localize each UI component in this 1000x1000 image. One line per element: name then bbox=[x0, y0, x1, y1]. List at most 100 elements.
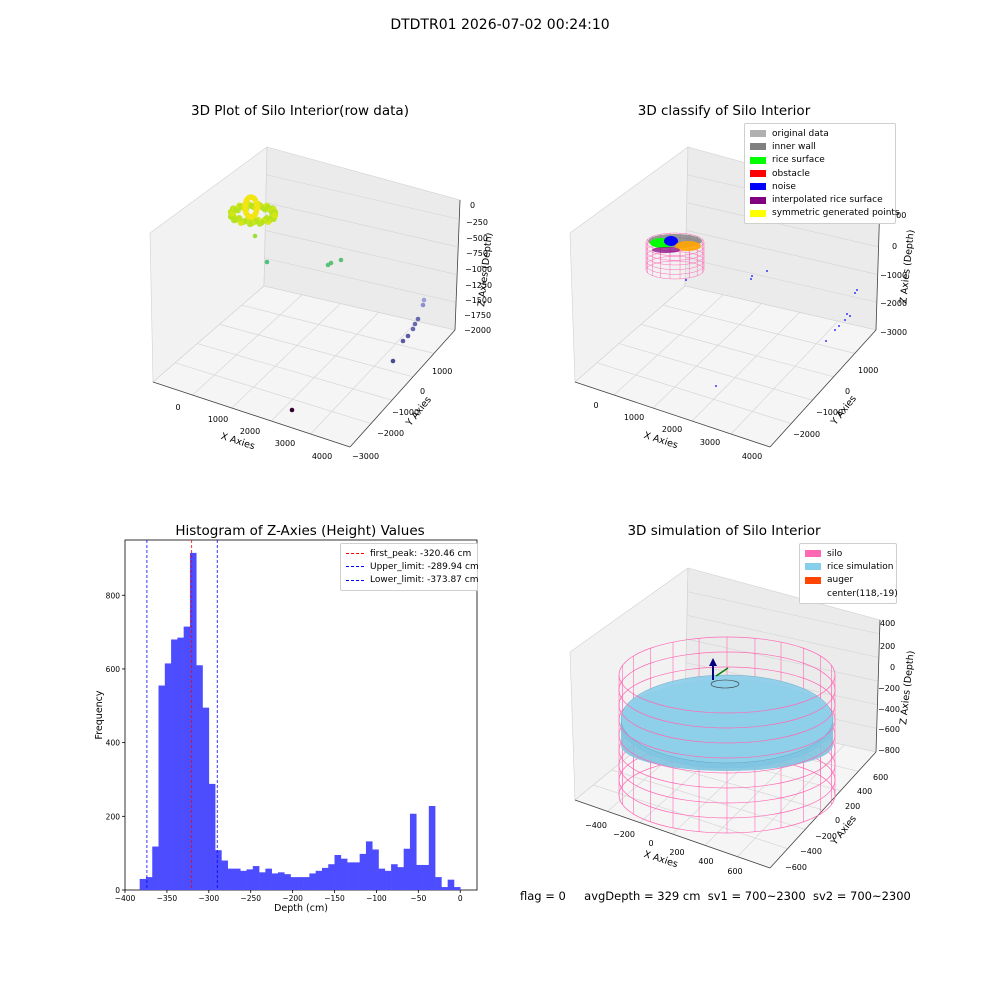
data-point bbox=[400, 338, 406, 344]
silo-wireframe-ring bbox=[618, 764, 836, 804]
data-point bbox=[412, 321, 418, 327]
raw-ytick: 1000 bbox=[432, 367, 452, 376]
histogram-bar bbox=[152, 846, 159, 890]
legend-item: noise bbox=[750, 180, 890, 193]
histogram-bar bbox=[428, 806, 436, 890]
simulation-ytick: 0 bbox=[835, 816, 840, 825]
raw-xtick: 1000 bbox=[208, 415, 228, 424]
classify-xtick: 4000 bbox=[742, 452, 762, 461]
gridline bbox=[197, 343, 393, 401]
legend-item: Upper_limit: -289.94 cm bbox=[346, 560, 479, 573]
histogram-bar bbox=[453, 887, 461, 890]
histogram-title: Histogram of Z-Axies (Height) Values bbox=[175, 523, 425, 539]
gridline bbox=[686, 202, 878, 247]
gridline bbox=[265, 230, 457, 275]
legend-swatch bbox=[805, 550, 821, 558]
legend-label: interpolated rice surface bbox=[772, 195, 883, 206]
raw-xtick: 4000 bbox=[312, 452, 332, 461]
y-tick-label: 400 bbox=[106, 739, 121, 748]
legend-label: silo bbox=[827, 548, 843, 559]
silo-wireframe-ring bbox=[618, 674, 836, 714]
data-point bbox=[421, 297, 427, 303]
histogram-bar bbox=[290, 877, 298, 890]
simulation-z-ticks: 400 200 0 −200 −400 −600 −800 bbox=[878, 619, 900, 755]
histogram-bar bbox=[164, 663, 172, 890]
gridline bbox=[686, 614, 879, 658]
raw-ztick: −2000 bbox=[464, 326, 491, 335]
histogram-bar bbox=[309, 873, 316, 890]
silo-wireframe-ring bbox=[618, 794, 836, 834]
histogram-y-ticks: 0 200 400 600 800 bbox=[106, 591, 125, 895]
classify-z-ticks: 1000 0 −1000 −2000 −3000 bbox=[880, 211, 907, 337]
classify-z-axis-label: Z Axies (Depth) bbox=[898, 229, 917, 304]
status-avg-depth: avgDepth = 329 cm bbox=[584, 889, 701, 903]
histogram-bar bbox=[177, 637, 184, 890]
legend-line bbox=[346, 553, 364, 555]
legend-item: interpolated rice surface bbox=[750, 193, 890, 206]
classify-ztick: 1000 bbox=[886, 211, 906, 220]
legend-item: rice simulation bbox=[805, 560, 893, 573]
data-point bbox=[264, 259, 270, 265]
histogram-bars bbox=[139, 552, 461, 890]
simulation-ytick: 600 bbox=[873, 773, 888, 782]
histogram-bar bbox=[208, 783, 216, 890]
legend-label: rice surface bbox=[772, 155, 825, 166]
auger-arrow bbox=[709, 658, 717, 666]
simulation-ztick: −600 bbox=[878, 725, 900, 734]
simulation-y-axis-label: Y Axies bbox=[828, 813, 858, 848]
noise-point bbox=[834, 329, 836, 331]
gridline bbox=[265, 202, 457, 247]
classify-ztick: 0 bbox=[892, 242, 897, 251]
x-tick-label: −200 bbox=[282, 894, 303, 903]
simulation-xtick: 600 bbox=[727, 867, 742, 876]
histogram-bar bbox=[233, 868, 241, 890]
simulation-objects bbox=[618, 636, 836, 834]
histogram-bar bbox=[441, 887, 448, 890]
data-point bbox=[254, 201, 260, 208]
histogram-y-axis-label: Frequency bbox=[94, 690, 105, 739]
legend-item: obstacle bbox=[750, 167, 890, 180]
auger-direction bbox=[715, 667, 729, 677]
gridline bbox=[685, 257, 877, 303]
histogram-bar bbox=[202, 707, 210, 890]
histogram-bar bbox=[296, 877, 304, 890]
raw-xtick: 2000 bbox=[240, 427, 260, 436]
noise-point bbox=[751, 275, 753, 277]
legend-label: Lower_limit: -373.87 cm bbox=[370, 575, 479, 586]
simulation-ytick: −200 bbox=[815, 832, 837, 841]
gridline bbox=[266, 174, 458, 220]
histogram-bar bbox=[303, 877, 310, 890]
legend-swatch bbox=[750, 143, 766, 151]
interpolated-surface-points bbox=[652, 247, 680, 253]
legend-swatch bbox=[750, 183, 766, 191]
x-tick-label: 0 bbox=[458, 894, 463, 903]
classified-points bbox=[645, 232, 858, 387]
data-point bbox=[271, 212, 279, 219]
gridline bbox=[652, 303, 762, 409]
raw-ztick: −1500 bbox=[465, 296, 492, 305]
classify-y-ticks: 1000 0 −1000 −2000 bbox=[793, 366, 878, 439]
histogram-bar bbox=[221, 860, 228, 890]
legend-item: silo bbox=[805, 547, 891, 560]
raw-ztick: −1000 bbox=[465, 265, 492, 274]
raw-ytick: −1000 bbox=[392, 408, 419, 417]
gridline bbox=[618, 343, 813, 401]
noise-point bbox=[854, 292, 856, 294]
raw-ztick: −250 bbox=[466, 218, 488, 227]
x-tick-label: −150 bbox=[324, 894, 345, 903]
raw-ztick: −750 bbox=[466, 249, 488, 258]
histogram-bar bbox=[321, 867, 329, 890]
classify-ytick: 0 bbox=[845, 387, 850, 396]
raw-ytick: −2000 bbox=[377, 429, 404, 438]
simulation-ztick: −200 bbox=[878, 684, 900, 693]
raw-z-ticks: 0 −250 −500 −750 −1000 −1250 −1500 −1750… bbox=[464, 201, 492, 335]
histogram-bar bbox=[139, 878, 147, 890]
gridline bbox=[686, 230, 878, 275]
simulation-z-axis-label: Z Axies (Depth) bbox=[898, 650, 917, 725]
legend-item: center(118,-19) bbox=[805, 587, 898, 600]
gridline bbox=[686, 638, 878, 682]
histogram-bar bbox=[422, 864, 430, 890]
silo-wireframe-ring bbox=[618, 704, 836, 744]
legend-swatch bbox=[750, 130, 766, 138]
